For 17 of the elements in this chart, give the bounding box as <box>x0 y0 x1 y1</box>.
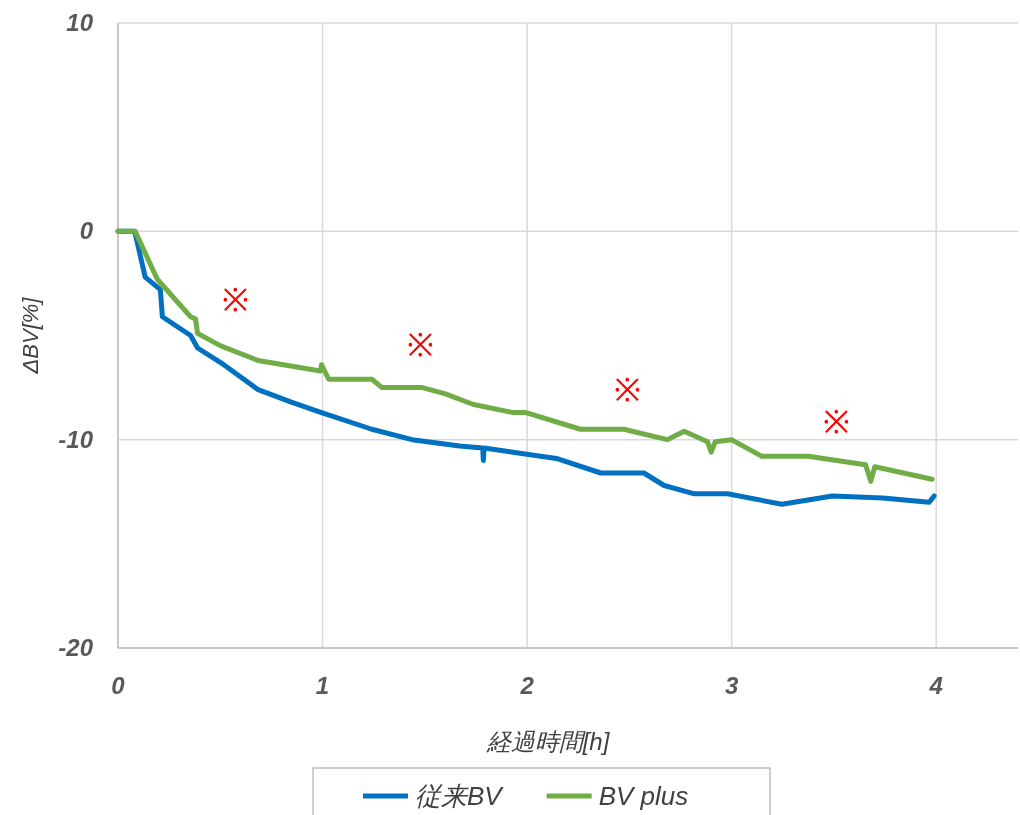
annotation: ※ <box>822 404 850 440</box>
annotation: ※ <box>613 372 641 408</box>
legend-label: BV plus <box>598 781 689 811</box>
x-tick-label: 3 <box>724 672 739 699</box>
x-tick-label: 4 <box>928 672 943 699</box>
y-tick-label: 10 <box>66 9 94 36</box>
y-tick-label: 0 <box>79 217 94 245</box>
x-tick-label: 1 <box>315 672 330 699</box>
y-tick-label: -10 <box>58 425 94 453</box>
legend-label: 従来BV <box>415 781 505 811</box>
annotation: ※ <box>221 282 249 318</box>
annotation: ※ <box>406 327 434 363</box>
x-tick-label: 0 <box>111 672 126 699</box>
y-axis-title: ΔBV[%] <box>18 296 43 375</box>
y-tick-label: -20 <box>58 634 94 661</box>
x-tick-label: 2 <box>519 672 535 699</box>
x-axis-title: 経過時間[h] <box>485 728 611 755</box>
